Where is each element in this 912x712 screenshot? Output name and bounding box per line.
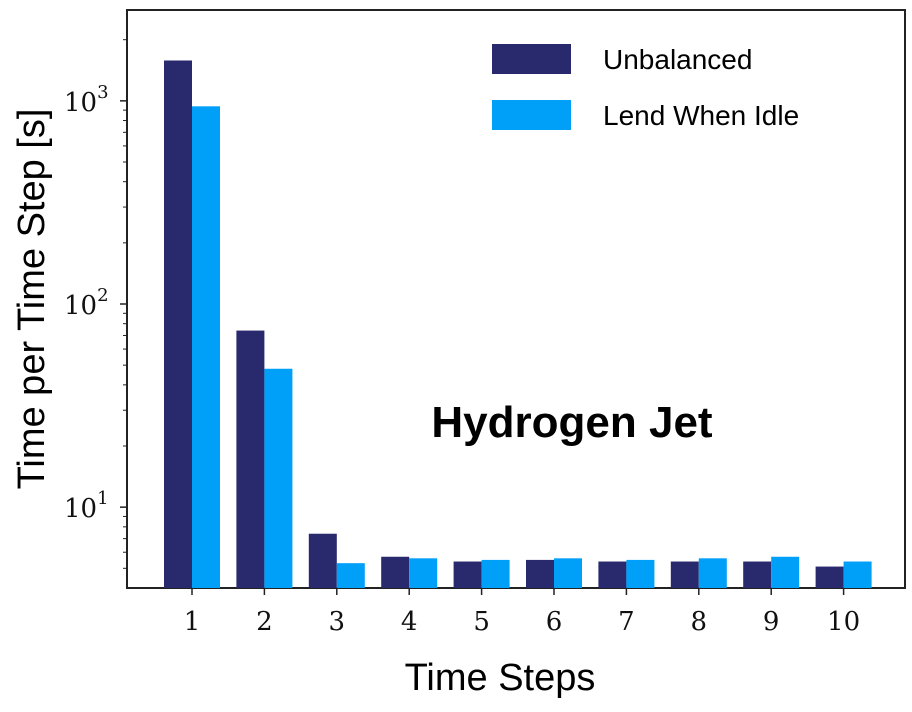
bar-unbalanced-2 [236,330,265,588]
bar-lend-when-idle-8 [698,558,727,588]
legend-swatch-unbalanced [492,44,571,74]
plot-frame [126,9,906,589]
legend-label-unbalanced: Unbalanced [603,44,752,75]
bars-group [164,60,872,589]
annotation-label: Hydrogen Jet [431,398,713,447]
x-tick-label: 1 [184,607,201,637]
x-tick-label: 5 [473,607,490,637]
x-tick-label: 4 [401,607,418,637]
bar-lend-when-idle-7 [626,559,655,588]
bar-unbalanced-5 [453,561,482,588]
y-tick-label: 101 [64,488,109,524]
y-tick-label: 103 [64,82,109,118]
x-tick-label: 2 [256,607,273,637]
legend: Unbalanced Lend When Idle [492,44,799,131]
x-ticks-group: 1 2 3 4 5 6 7 8 9 10 [184,588,860,637]
legend-label-lend-when-idle: Lend When Idle [603,100,799,131]
bar-lend-when-idle-10 [843,561,872,588]
x-tick-label: 6 [546,607,563,637]
bar-lend-when-idle-2 [264,368,293,588]
bar-lend-when-idle-1 [192,106,220,589]
x-tick-label: 7 [618,607,635,637]
bar-unbalanced-10 [815,566,844,588]
bar-unbalanced-7 [598,561,627,588]
x-tick-label: 10 [827,607,860,637]
y-ticks-group: 101 102 103 [64,39,127,569]
x-axis-title: Time Steps [405,657,596,699]
bar-lend-when-idle-6 [554,558,582,588]
y-axis-title: Time per Time Step [s] [11,109,53,490]
x-tick-label: 9 [763,607,780,637]
y-tick-label: 102 [64,285,109,321]
bar-unbalanced-1 [164,60,192,589]
bar-lend-when-idle-4 [409,558,438,588]
bar-unbalanced-6 [526,559,554,588]
x-tick-label: 3 [329,607,346,637]
bar-unbalanced-8 [670,561,699,588]
bar-lend-when-idle-9 [771,556,800,588]
x-tick-label: 8 [691,607,708,637]
bar-unbalanced-4 [381,556,410,588]
bar-lend-when-idle-5 [481,559,510,588]
bar-unbalanced-3 [308,533,337,588]
legend-swatch-lend-when-idle [492,100,571,130]
bar-unbalanced-9 [743,561,772,588]
bar-lend-when-idle-3 [336,563,365,588]
